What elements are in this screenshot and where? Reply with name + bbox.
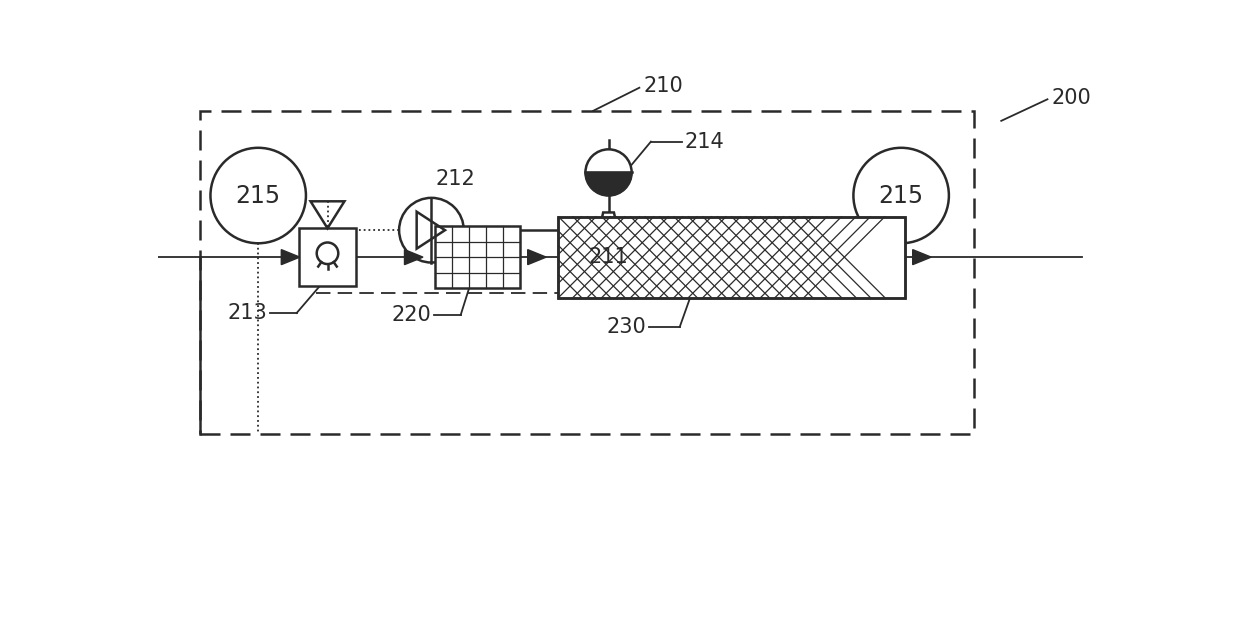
Text: 220: 220	[392, 305, 432, 325]
Polygon shape	[528, 249, 546, 264]
Bar	[299, 228, 356, 286]
Text: 200: 200	[1052, 88, 1091, 108]
Text: 230: 230	[606, 317, 647, 337]
Circle shape	[585, 149, 631, 195]
Bar	[435, 226, 520, 288]
Polygon shape	[599, 213, 619, 234]
Polygon shape	[585, 172, 631, 195]
Text: 213: 213	[228, 303, 268, 323]
Text: 215: 215	[236, 183, 280, 208]
Bar	[558, 216, 905, 297]
Polygon shape	[281, 249, 300, 264]
Text: 211: 211	[589, 247, 629, 267]
Bar	[585, 234, 631, 281]
Polygon shape	[404, 249, 423, 264]
Bar	[201, 111, 975, 434]
Circle shape	[211, 148, 306, 243]
Text: 210: 210	[644, 76, 683, 96]
Circle shape	[853, 148, 949, 243]
Text: 212: 212	[435, 169, 475, 188]
Bar	[558, 216, 905, 297]
Text: 215: 215	[879, 183, 924, 208]
Polygon shape	[913, 249, 931, 264]
Text: 214: 214	[684, 132, 724, 152]
Circle shape	[399, 198, 464, 262]
